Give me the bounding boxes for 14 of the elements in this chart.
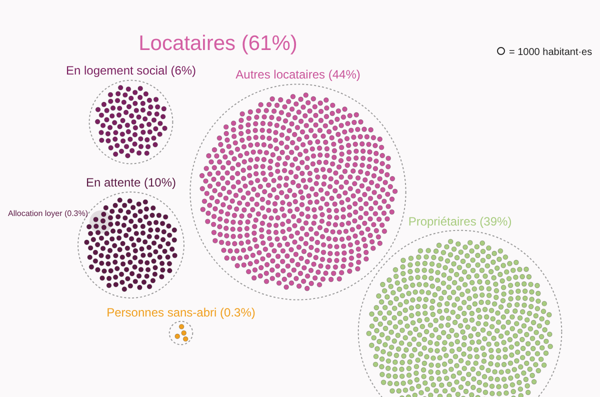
data-label: (10%) (144, 175, 176, 190)
category-label: En logement social (66, 63, 168, 78)
text: Locataires (61%) (138, 32, 298, 55)
category-label: Autres locataires (236, 67, 326, 82)
text: = 1000 habitant·es (509, 46, 592, 58)
category-label: Personnes sans-abri (106, 305, 217, 320)
category-label: Propriétaires (408, 214, 476, 228)
data-label: (0.3%) (64, 209, 88, 218)
data-label: (44%) (328, 67, 360, 82)
data-label: (6%) (170, 63, 196, 78)
category-label: Allocation loyer (8, 209, 63, 218)
data-label: (0.3%) (220, 305, 256, 320)
data-label: (39%) (480, 214, 512, 228)
category-label: En attente (86, 175, 142, 190)
